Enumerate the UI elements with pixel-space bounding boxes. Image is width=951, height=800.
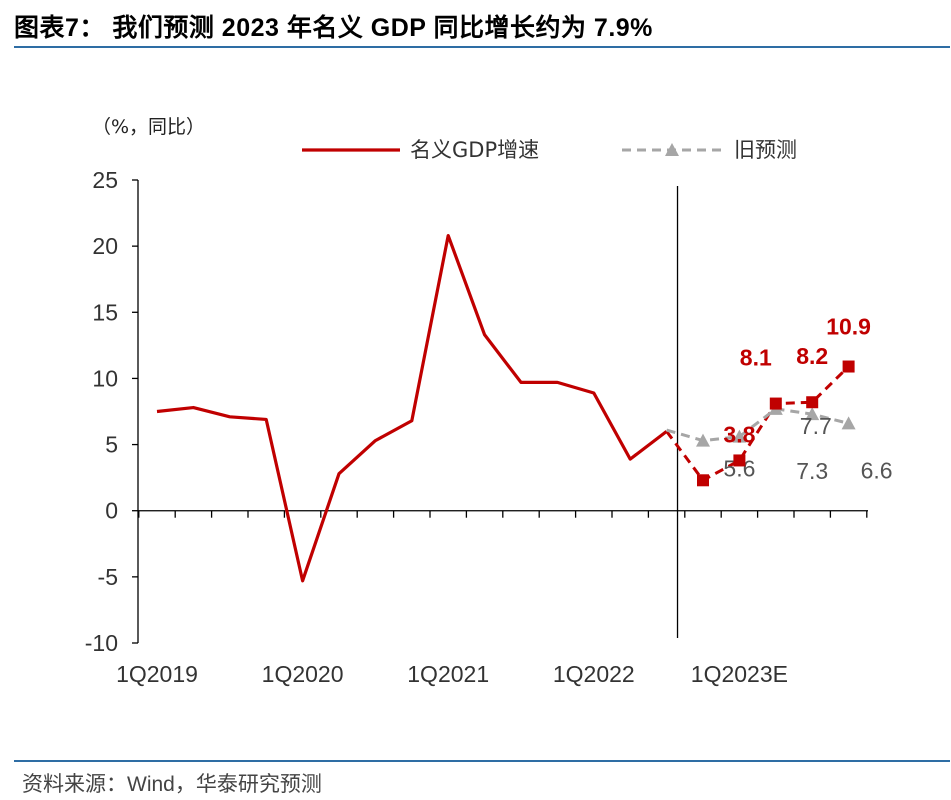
forecast-marker [806,396,819,409]
y-tick-label: 15 [92,299,118,325]
chart-title: 图表7： 我们预测 2023 年名义 GDP 同比增长约为 7.9% [14,14,653,42]
old-forecast-marker [732,429,747,443]
old-forecast-label: 7.7 [800,413,832,439]
series-line-0 [156,233,668,583]
source-divider [14,760,950,762]
old-forecast-label: 7.3 [796,458,828,484]
x-tick-label: 1Q2019 [116,661,198,687]
y-tick-label: -10 [85,630,118,656]
legend-swatch-triangle [665,143,679,156]
series-line-2 [666,407,849,443]
forecast-label: 8.2 [796,343,828,369]
y-unit-label: （%，同比） [92,116,205,138]
y-tick-label: 10 [92,365,118,391]
forecast-label: 10.9 [826,314,871,340]
old-forecast-marker [805,407,820,421]
y-tick-label: 5 [105,432,118,458]
x-tick-label: 1Q2022 [553,661,635,687]
old-forecast-marker [696,433,710,447]
y-tick-label: -5 [98,564,118,590]
x-tick-label: 1Q2021 [407,661,489,687]
series-line-1 [665,365,850,482]
y-tick-label: 20 [92,233,118,259]
chart-area: 25 20 15 10 5 0 -5 -10 1Q2019 1Q2020 1Q2021 1Q2022 1… [85,116,893,687]
y-tick-label: 25 [92,167,118,193]
forecast-marker [733,454,746,467]
legend-label: 名义GDP增速 [410,138,539,162]
forecast-marker [697,474,709,487]
title-divider [14,46,950,48]
forecast-label: 8.1 [740,345,772,371]
y-tick-label: 0 [105,498,118,524]
x-tick-label: 1Q2023E [691,661,788,687]
old-forecast-marker [841,416,856,430]
x-tick-label: 1Q2020 [262,661,344,687]
forecast-marker [842,360,855,373]
source-note: 资料来源：Wind，华泰研究预测 [22,773,322,796]
forecast-marker [769,397,782,410]
legend-label: 旧预测 [734,138,797,162]
forecast-label: 3.8 [723,421,755,447]
old-forecast-label: 6.6 [861,457,893,483]
